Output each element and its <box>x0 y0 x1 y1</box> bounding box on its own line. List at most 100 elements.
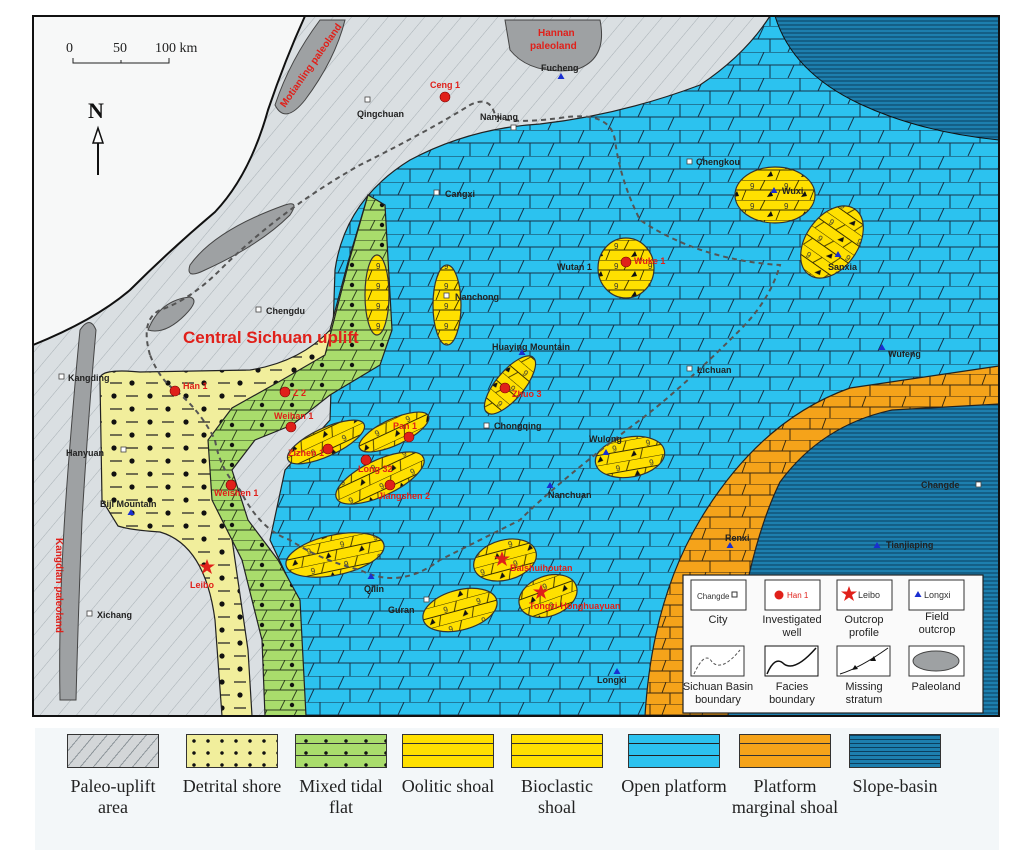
facies-legend-item: Oolitic shoal <box>393 728 503 797</box>
well-label: Wuke 1 <box>634 256 665 266</box>
well-label: Pan 1 <box>393 421 417 431</box>
shoal <box>286 419 366 465</box>
slope-basin-swatch <box>849 734 941 768</box>
motianling-paleoland <box>274 19 346 115</box>
legend-label: Outcrop <box>844 614 883 626</box>
city-label: Changde <box>921 480 960 490</box>
legend-label: City <box>709 614 728 626</box>
legend-label: Missing <box>845 681 882 693</box>
legend-label: stratum <box>846 694 883 706</box>
shoal <box>432 264 462 346</box>
city-label: Nanchong <box>455 292 499 302</box>
well-label: Han 1 <box>183 381 208 391</box>
well-label: Z 2 <box>293 388 306 398</box>
legend-label: Investigated <box>762 614 821 626</box>
profile-label: Baishuihoutan <box>510 563 573 573</box>
paleo-uplift-swatch <box>67 734 159 768</box>
city-markers <box>58 96 982 617</box>
shoal <box>800 205 864 279</box>
outside-area <box>32 15 307 347</box>
legend-label: boundary <box>769 694 815 706</box>
legend-sample: Leibo <box>858 590 880 600</box>
region-label: Central Sichuan uplift <box>183 328 359 347</box>
city-label: Cangxi <box>445 189 475 199</box>
scale-label: 100 km <box>155 41 198 56</box>
profile-label: Leibo <box>190 580 215 590</box>
city-label: Xichang <box>97 610 132 620</box>
city-label: Qingchuan <box>357 109 404 119</box>
bioclastic-shoal-swatch <box>511 734 603 768</box>
oolitic-shoal-swatch <box>402 734 494 768</box>
map-frame <box>32 15 1000 717</box>
outcrop-label: Huaying Mountain <box>492 342 570 352</box>
north-label: N <box>88 98 104 123</box>
open-platform-swatch <box>628 734 720 768</box>
legend-label: Paleo-uplift area <box>70 776 156 817</box>
city-label: Chongqing <box>494 421 541 431</box>
facies-legend: Paleo-uplift area Detrital shore Mixed t… <box>35 728 999 850</box>
outcrop-label: Wufeng <box>888 349 921 359</box>
well-markers <box>169 91 632 491</box>
legend-sample: Han 1 <box>787 591 809 600</box>
city-label: Kangding <box>68 373 110 383</box>
hannan-paleoland <box>504 19 603 72</box>
facies-legend-item: Detrital shore <box>177 728 287 797</box>
legend-sample: Changde <box>697 592 730 601</box>
outcrop-label: Fucheng <box>541 63 579 73</box>
region-label: Kangdian paleoland <box>53 538 64 633</box>
well-label: Ceng 1 <box>430 80 460 90</box>
city-label: Chengkou <box>696 157 740 167</box>
outcrop-label: Longxi <box>597 675 627 685</box>
shoal <box>364 254 390 336</box>
legend-label: Open platform <box>621 776 727 796</box>
well-label: Weishen 1 <box>214 488 258 498</box>
well-label: Jiangshen 2 <box>378 491 430 501</box>
outcrop-label: Wulong <box>589 434 622 444</box>
profile-label: Tongzi-Honghuayuan <box>529 601 620 611</box>
region-label: Hannan <box>538 28 575 39</box>
outcrop-profile-markers <box>199 551 549 599</box>
sichuan-basin-boundary <box>145 100 782 579</box>
region-label: paleoland <box>530 41 577 52</box>
facies-legend-item: Platform marginal shoal <box>730 728 840 818</box>
well-label: Zizhen 1 <box>288 448 324 458</box>
paleoland-icon <box>912 650 960 672</box>
shoal <box>518 573 578 619</box>
outcrop-label: Sanxia <box>828 262 858 272</box>
well-label: Zhuo 3 <box>512 389 542 399</box>
outcrop-label: Nanchuan <box>548 490 592 500</box>
platform-marginal-shoal-swatch <box>739 734 831 768</box>
legend-label: Field <box>925 611 949 623</box>
shoal <box>422 587 498 633</box>
outcrop-label: Tianjiaping <box>886 540 933 550</box>
north-arrow: N <box>88 98 105 175</box>
paleoland-patch <box>188 203 295 275</box>
kangdian-paleoland <box>59 322 97 701</box>
facies-legend-item: Bioclastic shoal <box>502 728 612 818</box>
legend-label: well <box>782 627 802 639</box>
city-label: Guran <box>388 605 415 615</box>
legend-sample: Longxi <box>924 590 951 600</box>
mixed-tidal-flat-swatch <box>295 734 387 768</box>
shoals <box>285 166 864 633</box>
mixed-tidal-flat <box>207 194 393 717</box>
legend-label: Paleoland <box>912 681 961 693</box>
shoal <box>483 355 537 415</box>
shoal <box>597 237 655 299</box>
scale-label: 0 <box>66 41 73 56</box>
outcrop-label: Renxi <box>725 533 750 543</box>
detrital-shore-swatch <box>186 734 278 768</box>
legend-label: Oolitic shoal <box>401 776 495 796</box>
legend-label: boundary <box>695 694 741 706</box>
legend-label: Facies <box>776 681 809 693</box>
facies-legend-item: Mixed tidal flat <box>286 728 396 818</box>
legend-label: outcrop <box>919 624 956 636</box>
city-label: Hanyuan <box>66 448 104 458</box>
shoal <box>734 166 816 224</box>
facies-legend-item: Paleo-uplift area <box>58 728 168 818</box>
legend-label: Mixed tidal flat <box>299 776 383 817</box>
legend-label: Detrital shore <box>182 776 282 796</box>
facies-legend-item: Slope-basin <box>840 728 950 797</box>
scale-label: 50 <box>113 41 127 56</box>
shoal <box>335 451 425 505</box>
